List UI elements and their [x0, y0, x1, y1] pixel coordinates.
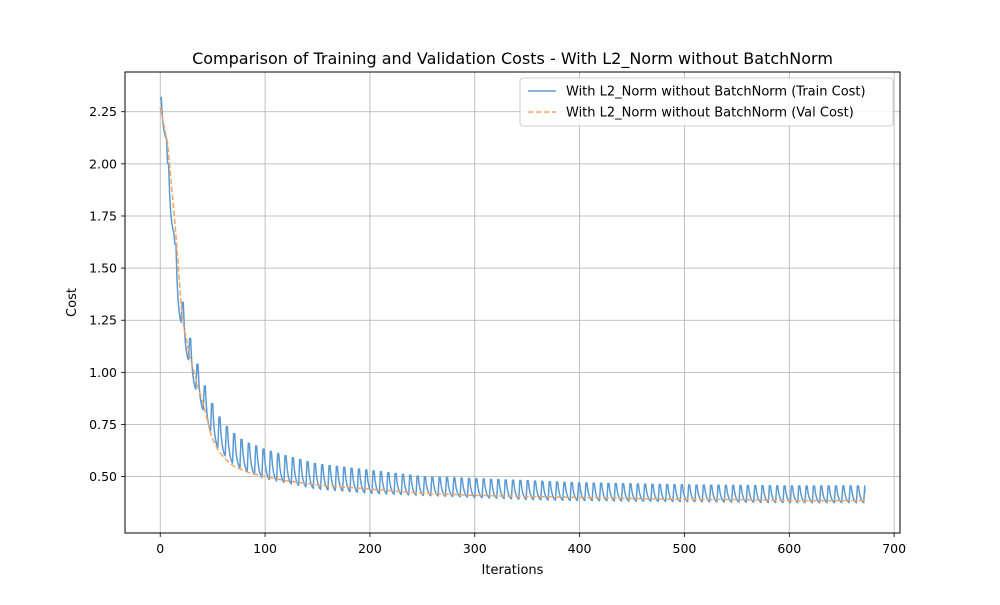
- y-tick-label: 2.25: [89, 104, 117, 119]
- y-tick-label: 1.75: [89, 208, 117, 223]
- plot-frame: [124, 71, 901, 534]
- x-tick-label: 400: [568, 541, 592, 556]
- legend-box: [519, 77, 894, 127]
- x-tick-label: 600: [777, 541, 801, 556]
- y-tick-label: 1.50: [89, 261, 117, 276]
- x-tick-label: 100: [253, 541, 277, 556]
- x-tick-label: 700: [882, 541, 906, 556]
- x-tick-label: 0: [156, 541, 164, 556]
- y-tick-label: 2.00: [89, 156, 117, 171]
- x-tick-label: 200: [358, 541, 382, 556]
- legend: With L2_Norm without BatchNorm (Train Co…: [519, 77, 894, 127]
- series-layer: [159, 96, 866, 504]
- legend-label-train: With L2_Norm without BatchNorm (Train Co…: [566, 85, 866, 100]
- val-cost-line: [159, 107, 865, 502]
- chart-title: Comparison of Training and Validation Co…: [192, 49, 833, 69]
- x-axis-label: Iterations: [482, 563, 544, 578]
- y-axis-label: Cost: [65, 288, 80, 317]
- y-tick-label: 0.75: [89, 417, 117, 432]
- x-tick-label: 500: [673, 541, 697, 556]
- grid: [125, 72, 900, 533]
- y-tick-label: 1.25: [89, 313, 117, 328]
- legend-label-val: With L2_Norm without BatchNorm (Val Cost…: [566, 106, 854, 121]
- train-cost-line: [160, 96, 866, 504]
- ticks: 0 100 200 300 400 500 600 700 0.50 0.75 1.00 1.25 1.…: [89, 104, 906, 556]
- x-tick-label: 300: [463, 541, 487, 556]
- y-tick-label: 0.50: [89, 469, 117, 484]
- y-tick-label: 1.00: [89, 365, 117, 380]
